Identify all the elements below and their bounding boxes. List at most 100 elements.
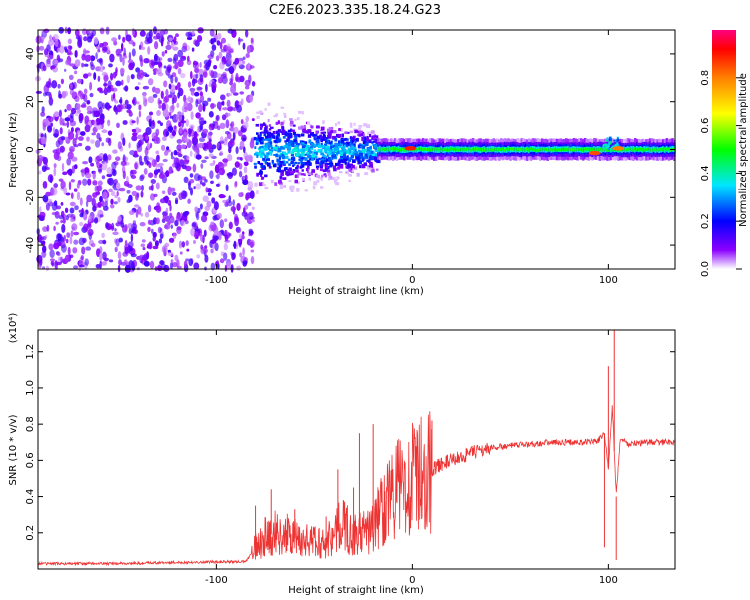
spectrogram-x-label: Height of straight line (km) <box>288 286 424 297</box>
heatmap-cell <box>130 169 137 175</box>
heatmap-cell <box>210 70 215 79</box>
heatmap-cell <box>223 252 228 261</box>
heatmap-cell <box>346 165 350 169</box>
heatmap-cell <box>367 165 372 169</box>
heatmap-cell <box>333 179 337 184</box>
heatmap-cell <box>247 181 254 190</box>
heatmap-cell <box>376 158 381 162</box>
heatmap-cell <box>152 93 158 98</box>
heatmap-cell <box>361 136 364 141</box>
heatmap-cell <box>331 144 335 149</box>
heatmap-cell <box>313 137 317 140</box>
heatmap-cell <box>77 39 83 48</box>
heatmap-cell <box>288 172 292 176</box>
heatmap-cell <box>377 147 380 151</box>
heatmap-cell <box>366 137 369 142</box>
heatmap-cell <box>241 231 245 236</box>
heatmap-cell <box>311 169 315 173</box>
heatmap-cell <box>211 197 216 204</box>
heatmap-cell <box>135 67 141 73</box>
heatmap-cell <box>320 131 324 135</box>
heatmap-cell <box>140 190 144 198</box>
heatmap-cell <box>288 179 292 182</box>
heatmap-cell <box>57 83 61 89</box>
heatmap-cell <box>432 147 436 151</box>
heatmap-cell <box>161 190 166 194</box>
heatmap-cell <box>292 169 295 173</box>
heatmap-cell <box>256 173 259 177</box>
heatmap-cell <box>86 105 93 112</box>
heatmap-cell <box>286 173 290 177</box>
heatmap-cell <box>122 170 126 180</box>
heatmap-cell <box>38 259 43 266</box>
heatmap-cell <box>64 109 67 113</box>
heatmap-cell <box>258 182 263 187</box>
heatmap-cell <box>210 180 214 184</box>
heatmap-cell <box>85 145 91 151</box>
heatmap-cell <box>269 149 273 153</box>
heatmap-cell <box>95 124 103 130</box>
heatmap-cell <box>363 155 366 159</box>
heatmap-cell <box>191 222 197 227</box>
heatmap-cell <box>294 144 299 149</box>
heatmap-cell <box>238 192 244 198</box>
heatmap-cell <box>281 126 284 129</box>
heatmap-cell <box>238 36 241 46</box>
heatmap-cell <box>260 125 263 129</box>
heatmap-cell <box>337 161 340 165</box>
heatmap-cell <box>372 143 376 146</box>
heatmap-cell <box>292 149 296 152</box>
heatmap-cell <box>610 147 613 150</box>
heatmap-cell <box>647 147 650 151</box>
heatmap-cell <box>242 42 246 50</box>
heatmap-cell <box>605 146 607 149</box>
heatmap-cell <box>333 167 337 172</box>
heatmap-cell <box>268 151 273 154</box>
heatmap-cell <box>177 67 182 75</box>
heatmap-cell <box>289 118 293 121</box>
heatmap-cell <box>112 231 119 236</box>
heatmap-cell <box>227 154 233 162</box>
heatmap-cell <box>93 217 99 224</box>
heatmap-cell <box>198 142 205 149</box>
heatmap-cell <box>287 143 291 147</box>
heatmap-cell <box>189 173 194 178</box>
heatmap-cell <box>126 199 131 204</box>
heatmap-cell <box>392 147 395 151</box>
heatmap-cell <box>181 55 186 60</box>
heatmap-cell <box>216 183 220 187</box>
heatmap-cell <box>357 127 361 131</box>
heatmap-cell <box>193 39 199 46</box>
heatmap-cell <box>196 212 200 221</box>
x-tick-label: 100 <box>599 275 618 286</box>
heatmap-cell <box>259 155 263 158</box>
colorbar-tick-label: 0.6 <box>700 118 711 134</box>
heatmap-cell <box>284 140 287 143</box>
heatmap-cell <box>186 248 190 252</box>
heatmap-cell <box>518 148 522 151</box>
heatmap-cell <box>254 165 257 169</box>
heatmap-cell <box>341 159 343 163</box>
heatmap-cell <box>344 138 349 141</box>
heatmap-cell <box>346 141 349 144</box>
heatmap-cell <box>102 239 107 245</box>
heatmap-cell <box>359 130 363 133</box>
heatmap-cell <box>144 211 150 218</box>
heatmap-cell <box>142 247 146 251</box>
heatmap-cell <box>190 89 195 96</box>
heatmap-cell <box>91 197 96 207</box>
heatmap-cell <box>206 188 212 193</box>
heatmap-cell <box>160 90 164 99</box>
heatmap-cell <box>403 148 406 152</box>
heatmap-cell <box>101 129 108 134</box>
heatmap-cell <box>256 190 259 194</box>
heatmap-cell <box>104 200 108 208</box>
heatmap-cell <box>353 138 357 142</box>
heatmap-cell <box>249 140 255 149</box>
heatmap-cell <box>128 111 133 117</box>
heatmap-cell <box>158 238 163 244</box>
heatmap-cell <box>307 148 311 152</box>
heatmap-cell <box>129 210 135 216</box>
heatmap-cell <box>78 209 83 213</box>
heatmap-cell <box>88 215 92 223</box>
